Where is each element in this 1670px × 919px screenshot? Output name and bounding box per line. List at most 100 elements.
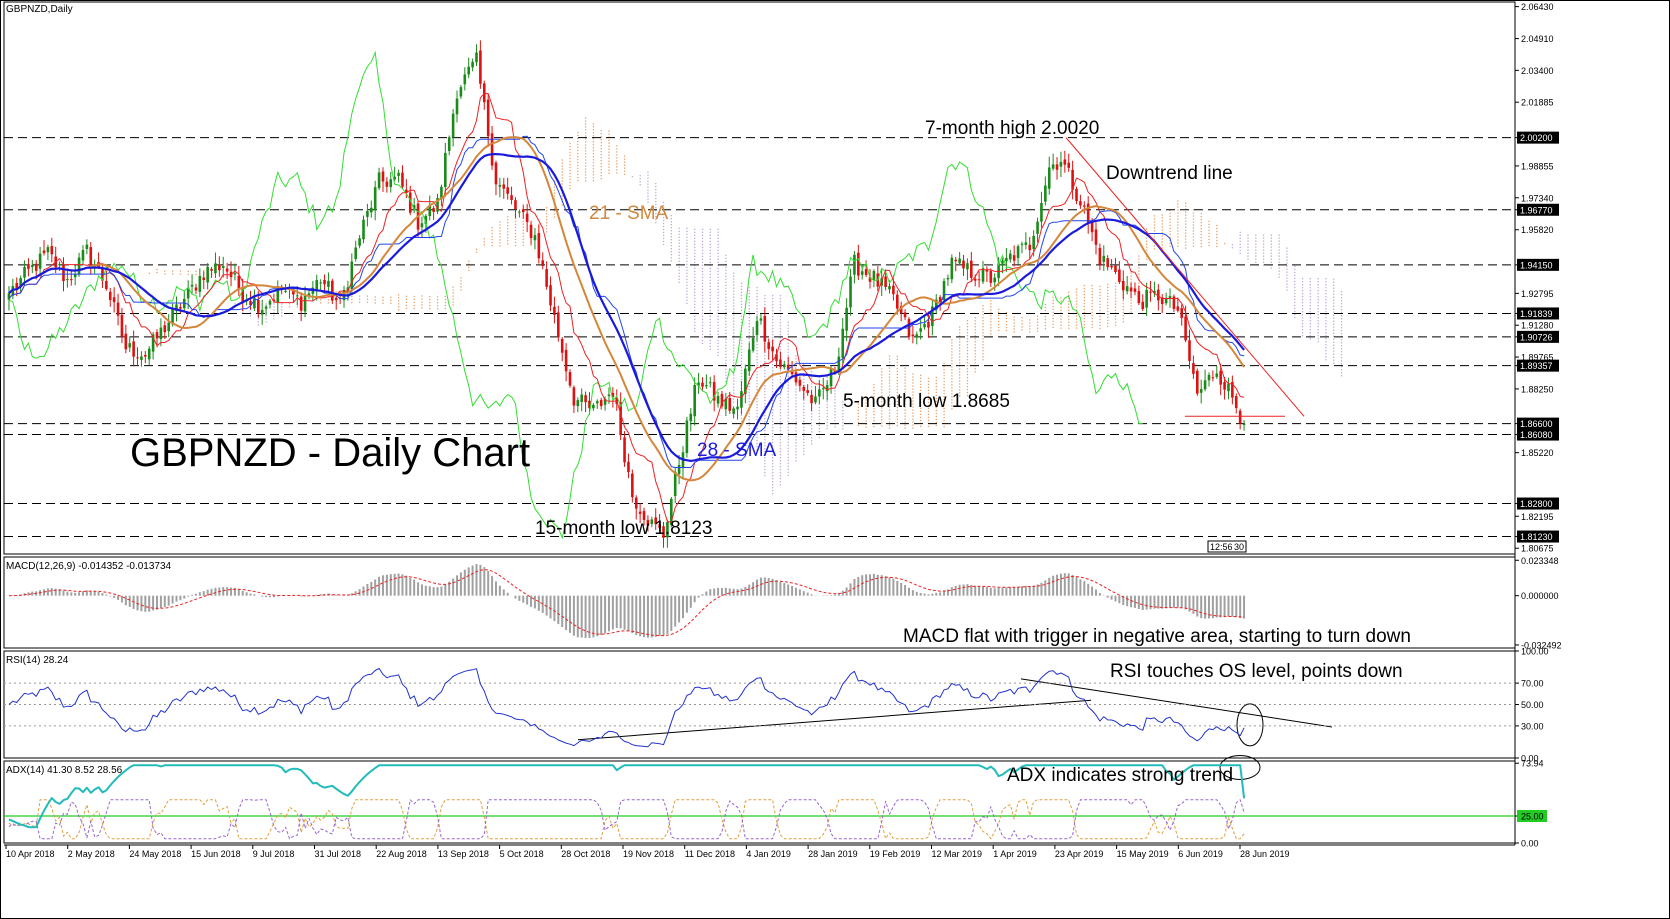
cloud-dot xyxy=(1333,350,1335,352)
cloud-dot xyxy=(935,406,937,409)
candle-body xyxy=(934,299,938,310)
cloud-dot xyxy=(772,424,774,426)
cloud-dot xyxy=(584,177,587,179)
cloud-dot xyxy=(935,421,937,424)
cloud-dot xyxy=(577,158,579,161)
cloud-dot xyxy=(686,269,688,271)
cloud-dot xyxy=(1099,294,1101,297)
candle-body xyxy=(436,198,439,212)
cloud-dot xyxy=(974,317,976,319)
cloud-dot xyxy=(818,436,821,439)
cloud-dot xyxy=(1153,221,1156,223)
cloud-dot xyxy=(779,421,782,423)
cloud-dot xyxy=(709,330,711,332)
cloud-dot xyxy=(1200,242,1202,245)
cloud-dot xyxy=(1200,218,1202,221)
cloud-dot xyxy=(623,158,626,160)
cloud-dot xyxy=(694,279,696,281)
cloud-dot xyxy=(725,269,727,271)
cloud-dot xyxy=(600,141,602,144)
cloud-dot xyxy=(1005,329,1008,332)
cloud-dot xyxy=(655,188,657,191)
cloud-dot xyxy=(1130,278,1132,280)
cloud-dot xyxy=(842,416,844,418)
cloud-dot xyxy=(1247,255,1249,257)
cloud-dot xyxy=(717,294,719,296)
cloud-dot xyxy=(803,378,805,381)
cloud-dot xyxy=(662,201,665,204)
cloud-dot xyxy=(701,336,704,338)
annotation-7-month-high: 7-month high 2.0020 xyxy=(925,118,1099,139)
cloud-dot xyxy=(764,421,766,423)
cloud-dot xyxy=(935,379,937,382)
candle-body xyxy=(1188,340,1191,361)
cloud-dot xyxy=(1317,278,1319,280)
cloud-dot xyxy=(678,236,680,238)
cloud-dot xyxy=(390,299,392,301)
cloud-dot xyxy=(1286,268,1288,270)
cloud-dot xyxy=(1177,236,1179,238)
cloud-dot xyxy=(764,412,766,414)
cloud-dot xyxy=(1200,215,1202,218)
cloud-dot xyxy=(1286,262,1288,264)
cloud-dot xyxy=(1099,303,1101,306)
cloud-dot xyxy=(795,355,797,357)
cloud-dot xyxy=(686,290,688,292)
cloud-dot xyxy=(1005,326,1008,329)
cloud-dot xyxy=(888,370,891,372)
cloud-dot xyxy=(1340,366,1343,368)
cloud-dot xyxy=(1036,330,1039,332)
cloud-dot xyxy=(452,295,454,297)
candle-body xyxy=(923,324,926,328)
cloud-dot xyxy=(764,397,766,399)
candle-body xyxy=(1137,290,1141,304)
cloud-dot xyxy=(1278,276,1280,278)
cloud-dot xyxy=(1262,255,1265,257)
cloud-dot xyxy=(694,246,696,248)
cloud-dot xyxy=(779,298,782,300)
cloud-dot xyxy=(1255,261,1257,263)
annotation-15-month-low: 15-month low 1.8123 xyxy=(535,518,712,539)
cloud-dot xyxy=(1161,232,1163,234)
candle-body xyxy=(486,99,490,137)
cloud-dot xyxy=(148,272,150,275)
cloud-dot xyxy=(772,493,774,495)
cloud-dot xyxy=(1091,326,1093,329)
candle-body xyxy=(938,297,942,304)
time-tick-label: 19 Feb 2019 xyxy=(870,849,921,859)
cloud-dot xyxy=(826,415,828,418)
cloud-dot xyxy=(1340,309,1343,311)
cloud-dot xyxy=(881,419,883,421)
cloud-dot xyxy=(982,341,984,343)
candle-body xyxy=(1028,244,1032,251)
cloud-dot xyxy=(912,391,914,393)
cloud-dot xyxy=(1099,285,1101,288)
cloud-dot xyxy=(756,370,758,373)
cloud-dot xyxy=(943,371,945,374)
cloud-dot xyxy=(514,238,517,241)
candle-body xyxy=(775,354,778,362)
cloud-dot xyxy=(553,183,556,185)
cloud-dot xyxy=(1325,338,1327,340)
cloud-dot xyxy=(881,368,883,370)
cloud-dot xyxy=(959,347,961,349)
cloud-dot xyxy=(1294,304,1296,307)
cloud-dot xyxy=(662,237,665,240)
candle-body xyxy=(677,465,681,474)
cloud-dot xyxy=(701,300,704,302)
cloud-dot xyxy=(686,281,688,283)
cloud-dot xyxy=(1091,308,1093,311)
cloud-dot xyxy=(678,266,680,268)
cloud-dot xyxy=(748,325,750,328)
candle-body xyxy=(1067,162,1071,168)
cloud-dot xyxy=(694,303,696,305)
cloud-dot xyxy=(1317,335,1319,337)
cloud-dot xyxy=(974,368,976,370)
cloud-dot xyxy=(779,433,782,435)
cloud-dot xyxy=(1122,312,1124,314)
cloud-dot xyxy=(748,319,750,322)
macd-tick-label: 0.000000 xyxy=(1521,591,1559,601)
cloud-dot xyxy=(748,427,750,430)
cloud-dot xyxy=(779,448,782,450)
cloud-dot xyxy=(623,167,626,169)
